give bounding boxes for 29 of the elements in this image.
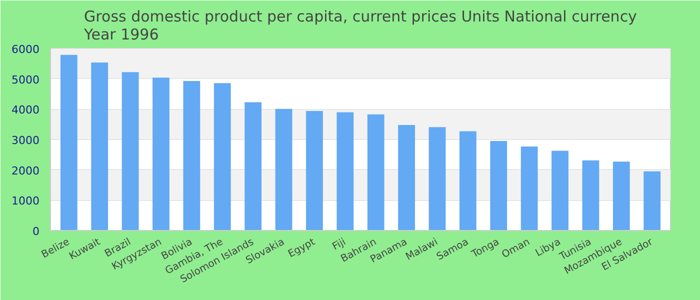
x-tick-label: Tonga: [469, 236, 502, 261]
y-tick-label: 2000: [12, 164, 40, 178]
bar: [214, 83, 231, 230]
y-tick-label: 1000: [12, 194, 40, 208]
bar: [459, 131, 476, 230]
bar: [152, 78, 170, 230]
bar: [122, 72, 139, 230]
bar: [644, 171, 661, 230]
bar: [275, 108, 292, 230]
bar: [306, 110, 323, 230]
bar: [336, 112, 354, 230]
y-tick-label: 6000: [12, 43, 40, 56]
chart-title: Gross domestic product per capita, current prices Units National currency Year 1996: [83, 8, 638, 44]
bar: [552, 150, 568, 230]
bar: [60, 54, 78, 230]
bar: [244, 102, 262, 230]
bar: [367, 114, 384, 230]
bar: [520, 146, 538, 230]
y-tick-label: 0: [32, 225, 40, 238]
bar: [398, 124, 415, 230]
y-tick-label: 3000: [12, 134, 40, 147]
y-tick-label: 4000: [12, 104, 40, 117]
bar: [490, 141, 508, 230]
bar: [612, 162, 630, 230]
bar: [183, 80, 200, 230]
y-tick-label: 5000: [12, 73, 40, 86]
bar: [91, 62, 108, 230]
bar: [582, 160, 600, 230]
bar: [428, 127, 446, 230]
